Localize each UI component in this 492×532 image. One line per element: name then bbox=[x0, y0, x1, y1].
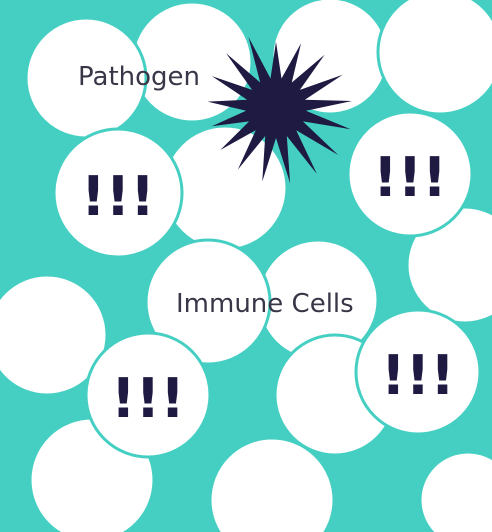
immune-cell-alerted bbox=[84, 331, 212, 459]
immune-cell-alerted bbox=[52, 127, 184, 259]
alarm-signal: !!! bbox=[81, 165, 155, 228]
alarm-signal: !!! bbox=[373, 146, 447, 209]
cell bbox=[418, 450, 492, 532]
alarm-signal: !!! bbox=[381, 344, 455, 407]
cell bbox=[405, 205, 492, 325]
immune-cell-alerted bbox=[354, 308, 482, 436]
pathogen-label: Pathogen bbox=[78, 62, 200, 92]
alarm-signal: !!! bbox=[111, 367, 185, 430]
cell bbox=[0, 273, 109, 397]
immune-cells-label: Immune Cells bbox=[176, 289, 354, 319]
cell bbox=[376, 0, 492, 116]
spiky-pathogen-icon bbox=[207, 37, 352, 184]
immune-cell-alerted bbox=[346, 110, 474, 238]
immune-cell-label bbox=[144, 238, 272, 366]
cell bbox=[208, 436, 336, 532]
